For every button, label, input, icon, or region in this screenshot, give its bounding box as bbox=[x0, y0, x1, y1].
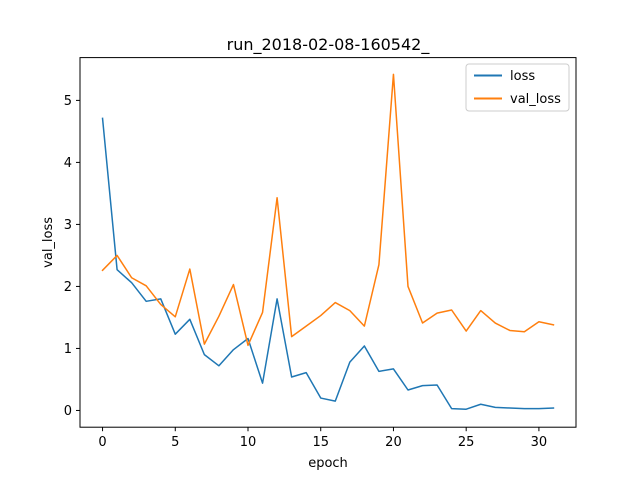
y-axis-ticks: 0 1 2 3 4 5 bbox=[64, 94, 80, 419]
y-tick-label: 1 bbox=[64, 342, 72, 357]
x-tick-label: 25 bbox=[458, 435, 475, 450]
plot-frame bbox=[79, 57, 577, 428]
x-tick-label: 20 bbox=[385, 435, 402, 450]
y-tick-label: 4 bbox=[64, 156, 72, 171]
y-tick-label: 3 bbox=[64, 218, 72, 233]
x-tick-label: 15 bbox=[312, 435, 329, 450]
legend-label-loss: loss bbox=[510, 69, 535, 84]
y-tick-label: 0 bbox=[64, 404, 72, 419]
series-line-loss bbox=[101, 117, 555, 410]
x-tick-label: 5 bbox=[171, 435, 179, 450]
chart-title: run_2018-02-08-160542_ bbox=[227, 35, 431, 55]
y-tick-label: 5 bbox=[64, 94, 72, 109]
legend-label-val-loss: val_loss bbox=[510, 92, 561, 107]
x-axis-title: epoch bbox=[308, 456, 348, 471]
x-tick-label: 10 bbox=[240, 435, 257, 450]
y-tick-label: 2 bbox=[64, 280, 72, 295]
legend: loss val_loss bbox=[465, 63, 570, 112]
x-axis-ticks: 0 5 10 15 20 25 30 bbox=[98, 427, 547, 450]
plot-lines bbox=[101, 73, 555, 410]
x-tick-label: 0 bbox=[98, 435, 106, 450]
series-line-val-loss bbox=[101, 73, 555, 347]
x-tick-label: 30 bbox=[531, 435, 548, 450]
y-axis-title: val_loss bbox=[41, 217, 56, 268]
